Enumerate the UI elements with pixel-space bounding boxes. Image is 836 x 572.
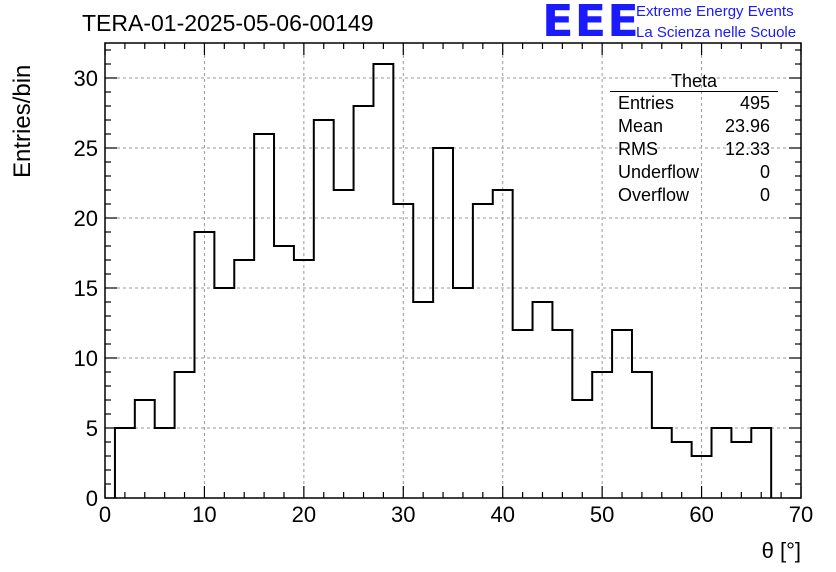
- histogram-bin: [354, 106, 374, 498]
- y-tick-label: 0: [86, 486, 98, 511]
- org-name-line2: La Scienza nelle Scuole: [636, 24, 797, 41]
- histogram-bin: [652, 428, 672, 498]
- histogram-bin: [274, 246, 294, 498]
- histogram-outline: [113, 63, 773, 498]
- histogram-bin: [731, 442, 751, 498]
- stats-value: 0: [759, 185, 770, 205]
- stats-label: Underflow: [618, 162, 700, 182]
- y-tick-label: 25: [74, 136, 98, 161]
- stats-row-mean: Mean 23.96: [610, 115, 778, 138]
- stats-label: Entries: [618, 93, 675, 113]
- histogram-bin: [473, 204, 493, 498]
- x-tick-label: 30: [391, 502, 415, 527]
- y-tick-label: 20: [74, 206, 98, 231]
- histogram-bin: [572, 400, 592, 498]
- stats-label: RMS: [618, 139, 658, 159]
- histogram-bin: [314, 120, 334, 498]
- x-tick-label: 20: [292, 502, 316, 527]
- histogram-bin: [552, 330, 572, 498]
- axis-ticks: 0 10 20 30 40 50 60 70 0 5 10 15 20 25 30: [74, 43, 813, 527]
- stats-value: 0: [759, 162, 770, 182]
- histogram-bin: [155, 428, 175, 498]
- histogram-bin: [751, 428, 771, 498]
- histogram-bin: [513, 330, 533, 498]
- org-name-line1: Extreme Energy Events: [636, 3, 794, 20]
- run-title: TERA-01-2025-05-06-00149: [82, 10, 374, 36]
- histogram-bin: [493, 190, 513, 498]
- histogram-bin: [175, 372, 195, 498]
- x-tick-label: 50: [590, 502, 614, 527]
- histogram-bin: [254, 134, 274, 498]
- plot-border: [104, 42, 802, 499]
- stats-label: Mean: [618, 116, 664, 136]
- stats-row-entries: Entries 495: [610, 92, 778, 115]
- histogram-bin: [214, 288, 234, 498]
- y-tick-label: 15: [74, 276, 98, 301]
- histogram-bin: [234, 260, 254, 498]
- histogram-bin: [592, 372, 612, 498]
- x-tick-label: 60: [689, 502, 713, 527]
- x-tick-label: 0: [99, 502, 111, 527]
- histogram-series: [113, 63, 773, 498]
- histogram-bin: [612, 330, 632, 498]
- plot-frame: [104, 42, 802, 499]
- histogram-bin: [453, 288, 473, 498]
- x-tick-label: 70: [789, 502, 813, 527]
- histogram-bin: [115, 428, 135, 498]
- histogram-bin: [294, 260, 314, 498]
- x-tick-label: 40: [490, 502, 514, 527]
- stats-box-title: Theta: [610, 72, 778, 92]
- y-tick-label: 5: [86, 416, 98, 441]
- stats-row-rms: RMS 12.33: [610, 138, 778, 161]
- y-axis-label: Entries/bin: [9, 65, 36, 178]
- histogram-bin: [433, 148, 453, 498]
- histogram-bin: [135, 400, 155, 498]
- stats-row-overflow: Overflow 0: [610, 184, 778, 207]
- histogram-bin: [712, 428, 732, 498]
- stats-box: Theta Entries 495 Mean 23.96 RMS 12.33 U…: [610, 72, 778, 207]
- y-tick-label: 10: [74, 346, 98, 371]
- histogram-bin: [373, 64, 393, 498]
- histogram-bin: [194, 232, 214, 498]
- stats-label: Overflow: [618, 185, 690, 205]
- histogram-bin: [533, 302, 553, 498]
- eee-logo: EEE: [542, 0, 640, 47]
- x-axis-label: θ [°]: [762, 538, 801, 563]
- stats-row-underflow: Underflow 0: [610, 161, 778, 184]
- histogram-bin: [672, 442, 692, 498]
- stats-value: 23.96: [724, 116, 770, 136]
- histogram-bin: [334, 190, 354, 498]
- stats-value: 12.33: [724, 139, 770, 159]
- stats-value: 495: [739, 93, 770, 113]
- histogram-bin: [393, 204, 413, 498]
- histogram-bin: [632, 372, 652, 498]
- x-tick-label: 10: [192, 502, 216, 527]
- histogram-bin: [413, 302, 433, 498]
- y-tick-label: 30: [74, 66, 98, 91]
